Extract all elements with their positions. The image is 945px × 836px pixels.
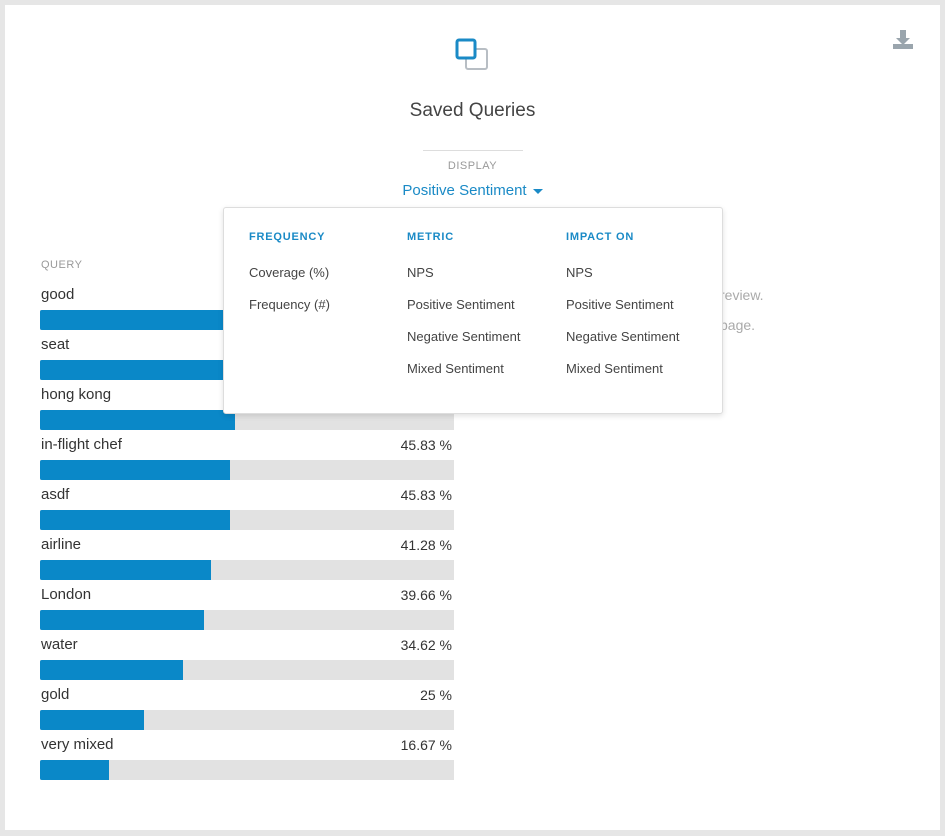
- query-value: 41.28 %: [400, 537, 452, 553]
- bar: [40, 560, 211, 580]
- query-name: good: [41, 286, 75, 303]
- display-value[interactable]: Positive Sentiment: [402, 182, 527, 199]
- query-name: in-flight chef: [41, 436, 122, 453]
- divider: [423, 150, 523, 151]
- display-label: DISPLAY: [447, 160, 498, 172]
- menu-option[interactable]: Coverage (%): [249, 265, 330, 280]
- query-value: 39.66 %: [400, 587, 452, 603]
- bar: [40, 610, 205, 630]
- menu-option[interactable]: Negative Sentiment: [566, 329, 680, 344]
- query-name: gold: [41, 686, 70, 703]
- bar: [40, 660, 184, 680]
- list-header: QUERY: [41, 259, 83, 271]
- bar-track: [40, 560, 454, 580]
- menu-option[interactable]: NPS: [407, 265, 434, 280]
- bar-track: [40, 710, 454, 730]
- query-value: 25 %: [420, 687, 452, 703]
- query-value: 16.67 %: [400, 737, 452, 753]
- bar: [40, 760, 109, 780]
- bar-track: [40, 510, 454, 530]
- dropdown-panel: FREQUENCY Coverage (%) Frequency (#) METRIC…: [223, 207, 723, 414]
- bar-track: [40, 760, 454, 780]
- bar: [40, 510, 230, 530]
- column-title: IMPACT ON: [566, 231, 635, 243]
- download-button[interactable]: [892, 29, 914, 51]
- bar: [40, 410, 235, 430]
- caret: [532, 188, 543, 194]
- display-selector[interactable]: Positive Sentiment: [0, 182, 945, 199]
- menu-option[interactable]: Mixed Sentiment: [407, 361, 504, 376]
- bar-track: [40, 410, 454, 430]
- menu-option[interactable]: Positive Sentiment: [407, 297, 515, 312]
- menu-option[interactable]: Positive Sentiment: [566, 297, 674, 312]
- menu-option[interactable]: Negative Sentiment: [407, 329, 521, 344]
- bar-track: [40, 460, 454, 480]
- hint-text: page.: [720, 317, 756, 333]
- bar-track: [40, 610, 454, 630]
- bar: [40, 360, 247, 380]
- query-name: hong kong: [41, 386, 112, 403]
- bar: [40, 710, 144, 730]
- bar: [40, 460, 230, 480]
- query-name: asdf: [41, 486, 70, 503]
- query-name: water: [41, 636, 78, 653]
- column-title: FREQUENCY: [249, 231, 326, 243]
- query-value: 34.62 %: [400, 637, 452, 653]
- query-name: seat: [41, 336, 70, 353]
- menu-option[interactable]: Frequency (#): [249, 297, 330, 312]
- query-name: very mixed: [41, 736, 114, 753]
- bar: [40, 310, 268, 330]
- menu-option[interactable]: NPS: [566, 265, 593, 280]
- saved-queries-icon: [455, 38, 488, 70]
- bar-track: [40, 660, 454, 680]
- query-value: 45.83 %: [400, 487, 452, 503]
- query-name: airline: [41, 536, 82, 553]
- query-name: London: [41, 586, 92, 603]
- hint-text: review.: [720, 287, 764, 303]
- menu-option[interactable]: Mixed Sentiment: [566, 361, 663, 376]
- page-title: Saved Queries: [409, 100, 536, 121]
- column-title: METRIC: [407, 231, 454, 243]
- query-value: 45.83 %: [400, 437, 452, 453]
